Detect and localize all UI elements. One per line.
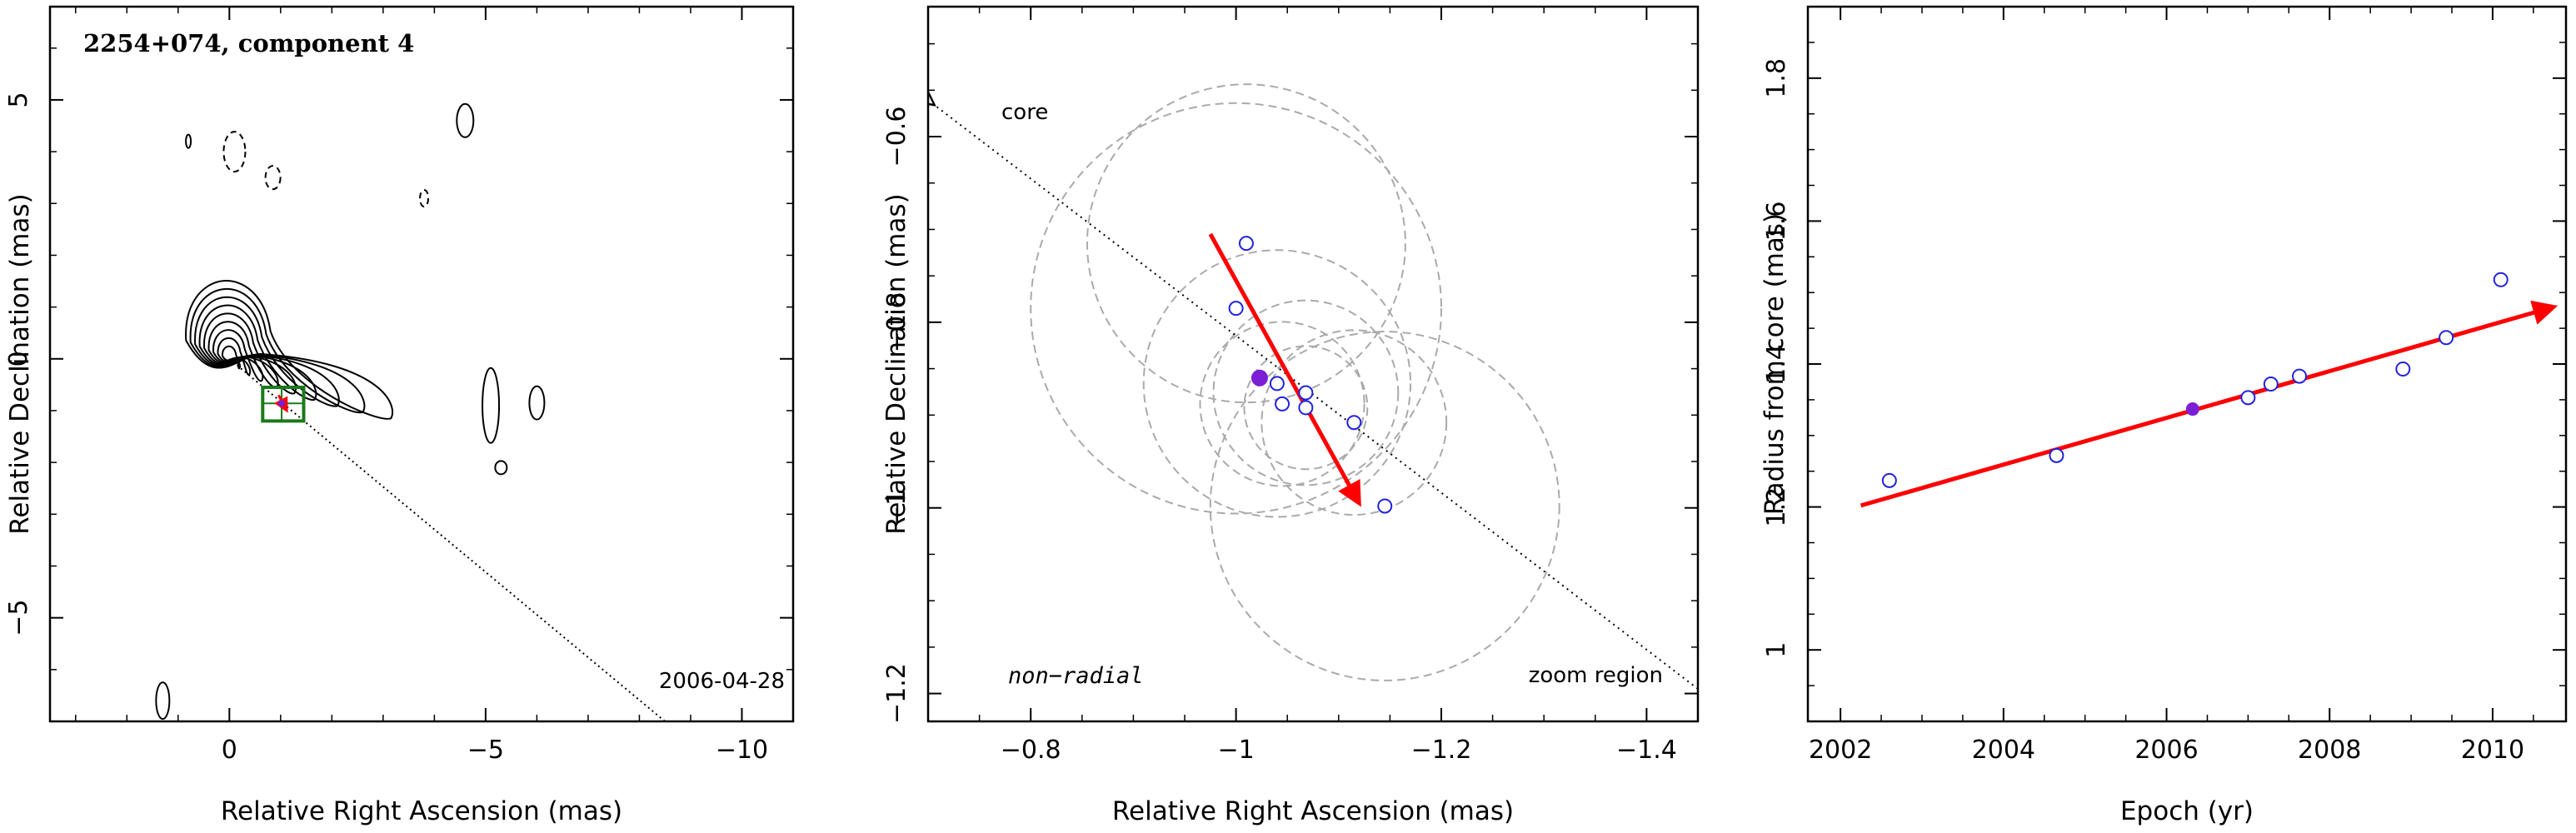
panel-zoom-plot — [933, 83, 1698, 690]
component-marker — [278, 400, 286, 407]
panel-zoom-x-tick-label: −1.4 — [1616, 736, 1677, 765]
direction-line — [228, 358, 666, 721]
panel-zoom-x-axis-label: Relative Right Ascension (mas) — [1112, 796, 1514, 826]
isolated-contour — [528, 385, 546, 421]
panel-map-epoch-label: 2006-04-28 — [659, 669, 785, 694]
position-point — [1275, 396, 1290, 412]
panel-radius: 2002 2004 2006 2008 2010 1 1.2 1.4 1.6 1.8 Epoch … — [1760, 5, 2568, 826]
position-point — [1298, 400, 1314, 416]
radius-point — [2493, 272, 2509, 287]
negative-contour — [222, 131, 247, 173]
position-point — [1346, 415, 1362, 431]
contour-level — [221, 345, 242, 370]
position-point — [1298, 385, 1314, 401]
position-point — [1269, 376, 1285, 392]
error-circle — [1243, 345, 1369, 471]
panel-radius-x-tick-label: 2006 — [2134, 736, 2198, 765]
panel-zoom-x-tick-label: −1.2 — [1411, 736, 1472, 765]
core-label: core — [1001, 100, 1048, 125]
error-circle — [1209, 331, 1560, 681]
panel-zoom-y-tick-label: −1 — [882, 490, 911, 526]
radius-point — [1881, 472, 1897, 488]
intensity-contours — [155, 102, 666, 721]
panel-radius-y-tick-label: 1 — [1762, 642, 1791, 658]
radius-point — [2439, 330, 2454, 346]
radius-point — [2395, 362, 2411, 377]
error-circle — [1212, 299, 1400, 486]
isolated-contour — [185, 133, 192, 149]
panel-zoom-ticks: −0.8 −1 −1.2 −1.4 −1.2 −1 −0.8 −0.6 — [882, 7, 1699, 765]
fit-line — [1860, 300, 2559, 508]
panel-zoom-y-tick-label: −1.2 — [882, 663, 911, 724]
panel-radius-x-axis-label: Epoch (yr) — [2120, 796, 2254, 826]
isolated-contour — [494, 460, 508, 476]
panel-radius-x-tick-label: 2004 — [1972, 736, 2035, 765]
panel-map: 0 −5 −10 −5 0 5 2254+074, component 4 2006-04… — [4, 5, 795, 826]
position-point — [1238, 236, 1254, 252]
panel-radius-x-tick-label: 2010 — [2461, 736, 2524, 765]
position-point — [1377, 498, 1393, 514]
panel-radius-frame — [1806, 5, 2568, 723]
panel-zoom-x-tick-label: −1 — [1217, 736, 1254, 765]
error-circle — [1142, 249, 1412, 518]
core-direction-line — [933, 104, 1698, 690]
negative-contour — [419, 189, 430, 208]
panel-radius-plot — [1860, 272, 2559, 508]
panel-map-y-tick-label: −5 — [4, 600, 33, 636]
isolated-contour — [456, 102, 475, 138]
contour-level — [185, 280, 394, 420]
position-point — [1228, 301, 1244, 317]
panel-radius-x-tick-label: 2002 — [1809, 736, 1872, 765]
radius-point — [2263, 377, 2279, 392]
panel-radius-y-tick-label: 1.8 — [1762, 58, 1791, 98]
radius-point — [2292, 368, 2308, 384]
panel-map-ticks: 0 −5 −10 −5 0 5 — [4, 7, 794, 765]
panel-map-y-tick-label: 5 — [4, 92, 33, 107]
panel-zoom-y-tick-label: −0.8 — [882, 292, 911, 352]
panel-map-x-tick-label: 0 — [222, 736, 237, 765]
error-circle — [1261, 329, 1448, 516]
panel-map-y-tick-label: 0 — [4, 351, 33, 367]
non-radial-label: non−radial — [1008, 663, 1144, 689]
panel-map-title: 2254+074, component 4 — [83, 29, 414, 57]
panel-radius-y-axis-label: Radius from core (mas) — [1760, 213, 1790, 515]
panel-map-x-tick-label: −10 — [716, 736, 768, 765]
zoom-region-label: zoom region — [1529, 663, 1663, 688]
error-circle — [1030, 102, 1442, 515]
negative-contour — [264, 165, 282, 191]
panel-radius-y-tick-label: 1.2 — [1762, 487, 1791, 527]
panel-zoom-x-tick-label: −0.8 — [1001, 736, 1061, 765]
error-circle — [1199, 321, 1365, 487]
radius-point — [2049, 447, 2064, 463]
panel-radius-y-tick-label: 1.4 — [1762, 344, 1791, 384]
panel-zoom: −0.8 −1 −1.2 −1.4 −1.2 −1 −0.8 −0.6 core non−ra… — [881, 5, 1700, 826]
motion-arrow — [1208, 232, 1361, 507]
panel-map-frame — [48, 5, 795, 723]
panel-zoom-frame — [926, 5, 1700, 723]
panel-zoom-y-tick-label: −0.6 — [882, 107, 911, 167]
error-circle — [1086, 83, 1406, 404]
reference-point — [2185, 402, 2199, 416]
panel-map-y-axis-label: Relative Declination (mas) — [5, 193, 35, 535]
panel-map-x-axis-label: Relative Right Ascension (mas) — [221, 796, 622, 826]
panel-radius-y-tick-label: 1.6 — [1762, 202, 1791, 242]
reference-point — [1251, 369, 1268, 387]
panel-radius-x-tick-label: 2008 — [2298, 736, 2361, 765]
panel-zoom-y-axis-label: Relative Declination (mas) — [881, 193, 911, 535]
isolated-contour — [155, 681, 171, 721]
panel-map-x-tick-label: −5 — [467, 736, 504, 765]
radius-point — [2240, 390, 2256, 406]
isolated-contour — [482, 367, 501, 444]
panel-radius-ticks: 2002 2004 2006 2008 2010 1 1.2 1.4 1.6 1.8 — [1762, 7, 2566, 765]
